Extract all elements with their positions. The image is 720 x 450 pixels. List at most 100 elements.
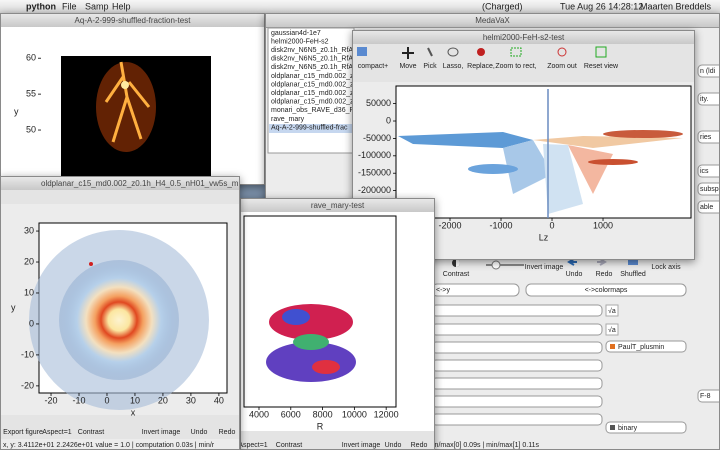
toolbar-button[interactable]: Move — [399, 63, 416, 70]
window-title: MedaVaX — [266, 14, 719, 28]
side-label[interactable]: ics — [700, 168, 709, 175]
x-tick-label: -2000 — [438, 220, 461, 230]
combo-box[interactable] — [431, 377, 603, 390]
x-axis-label: x — [131, 407, 136, 417]
y-tick-label: 30 — [24, 225, 34, 235]
dataset-item[interactable]: monari_obs_RAVE_d36_R8 — [271, 107, 359, 114]
y-tick-label: 50 — [26, 124, 36, 134]
toolbar-button[interactable]: Undo — [566, 271, 583, 278]
window: Aq-A-2-999-shuffled-fraction-test y 60 55… — [0, 13, 265, 185]
user[interactable]: Maarten Breddels — [640, 1, 712, 11]
toolbar-button[interactable]: Redo — [596, 271, 613, 278]
y-axis-label: y — [14, 106, 19, 116]
toolbar-button[interactable]: Redo — [219, 429, 236, 436]
window-title: Aq-A-2-999-shuffled-fraction-test — [1, 14, 264, 28]
dataset-item[interactable]: Aq-A-2-999-shuffled-frac — [271, 124, 348, 131]
dataset-item[interactable]: oldplanar_c15_md0.002_z — [271, 90, 354, 97]
colormap-select[interactable]: binary — [618, 425, 638, 432]
toolbar-button[interactable]: Contrast — [443, 271, 470, 278]
side-button — [697, 389, 719, 403]
toolbar-button[interactable]: Aspect=1 — [241, 442, 268, 449]
y-tick-label: -50000 — [363, 133, 391, 143]
x-tick-label: 40 — [214, 395, 224, 405]
button[interactable]: <->y — [436, 287, 451, 294]
x-tick-label: 4000 — [249, 409, 269, 419]
x-tick-label: 1000 — [593, 220, 613, 230]
dataset-item[interactable]: gaussian4d-1e7 — [271, 30, 321, 37]
y-tick-label: -100000 — [358, 150, 391, 160]
combo-box[interactable] — [431, 323, 603, 336]
dataset-item[interactable]: disk2nv_N6N5_z0.1h_RfAs — [271, 64, 357, 71]
colormap-select[interactable]: PaulT_plusmin — [618, 344, 664, 351]
combo-box[interactable] — [431, 359, 603, 372]
toolbar-button[interactable]: Reset view — [584, 63, 619, 70]
toolbar-button[interactable]: Invert image — [142, 429, 181, 436]
clock: Tue Aug 26 14:28:12 — [560, 1, 643, 11]
toolbar-button[interactable]: Lasso, — [443, 63, 464, 70]
y-tick-label: 0 — [29, 318, 34, 328]
x-tick-label: 6000 — [281, 409, 301, 419]
toolbar-button[interactable]: Aspect=1 — [42, 429, 71, 436]
y-tick-label: 0 — [386, 115, 391, 125]
combo-box[interactable] — [431, 395, 603, 408]
side-button — [697, 64, 719, 78]
battery: (Charged) — [482, 1, 523, 11]
y-tick-label: 55 — [26, 88, 36, 98]
toolbar-button[interactable]: Invert image — [525, 264, 564, 271]
x-tick-label: 10 — [130, 395, 140, 405]
side-button — [697, 130, 719, 144]
side-label[interactable]: ries — [700, 134, 712, 141]
toolbar-button[interactable]: Undo — [385, 442, 402, 449]
menu[interactable]: Help — [112, 1, 131, 11]
menu[interactable]: File — [62, 1, 77, 11]
toolbar-button[interactable]: Replace, — [467, 63, 495, 70]
plot: 500000-50000-100000-150000-200000-250000… — [353, 44, 694, 242]
dataset-item[interactable]: disk2nv_N6N5_z0.1h_RfAs — [271, 47, 357, 54]
x-axis-label: R — [317, 421, 324, 431]
side-label[interactable]: subspace — [700, 186, 720, 193]
main-panel: Contrast Invert image Undo Redo Shuffled… — [267, 27, 720, 449]
toolbar-button[interactable]: Contrast — [276, 442, 303, 449]
dataset-item[interactable]: rave_mary — [271, 116, 305, 123]
y-tick-label: -150000 — [358, 168, 391, 178]
toolbar-button[interactable]: Redo — [411, 442, 428, 449]
status-bar: in/max[0] 0.09s | min/max[1] 0.11s — [433, 442, 539, 449]
dataset-item[interactable]: oldplanar_c15_md0.002_z — [271, 81, 354, 88]
dataset-item[interactable]: oldplanar_c15_md0.002_z — [271, 99, 354, 106]
toolbar-button[interactable]: Pick — [423, 63, 437, 70]
toolbar-button[interactable]: Contrast — [78, 429, 105, 436]
app-menu[interactable]: python — [26, 1, 56, 11]
combo-box[interactable] — [431, 413, 603, 426]
combo-box[interactable] — [431, 304, 603, 317]
side-label[interactable]: able — [700, 204, 713, 211]
x-tick-label: 30 — [186, 395, 196, 405]
status-bar: x, y: 3.4112e+01 2.2426e+01 value = 1.0 … — [3, 442, 215, 449]
x-axis-label: Lz — [539, 232, 549, 242]
y-tick-label: 20 — [24, 256, 34, 266]
toolbar-button[interactable]: Shuffled — [620, 271, 646, 278]
toolbar-button[interactable]: Zoom to rect, — [495, 63, 536, 70]
side-button — [697, 200, 719, 214]
dataset-item[interactable]: oldplanar_c15_md0.002_z — [271, 73, 354, 80]
combo-box[interactable] — [431, 341, 603, 354]
plot: x, y: 3.4112e+01 2.2426e+01 value = 1.0 … — [1, 190, 239, 449]
dataset-item[interactable]: disk2nv_N6N5_z0.1h_RfAs — [271, 56, 357, 63]
toolbar-button[interactable]: Invert image — [342, 442, 381, 449]
side-label[interactable]: F-8 — [700, 393, 711, 400]
svg-text:√a: √a — [608, 307, 616, 315]
side-label[interactable]: n (ldi — [700, 68, 716, 75]
side-label[interactable]: ity. — [700, 96, 708, 103]
toolbar-button[interactable]: compact+ — [358, 63, 389, 70]
toolbar-button[interactable]: Zoom out — [547, 63, 577, 70]
toolbar-button[interactable]: Undo — [191, 429, 208, 436]
x-tick-label: -10 — [72, 395, 85, 405]
dataset-item[interactable]: helmi2000-FeH-s2 — [271, 38, 329, 45]
menu[interactable]: Samp — [85, 1, 109, 11]
toolbar-button[interactable]: Export figure — [3, 429, 43, 436]
svg-text:√a: √a — [608, 326, 616, 334]
side-button — [697, 182, 719, 196]
button[interactable]: <->colormaps — [585, 287, 628, 294]
toolbar-button[interactable]: Lock axis — [651, 264, 681, 271]
x-tick-label: 10000 — [342, 409, 367, 419]
